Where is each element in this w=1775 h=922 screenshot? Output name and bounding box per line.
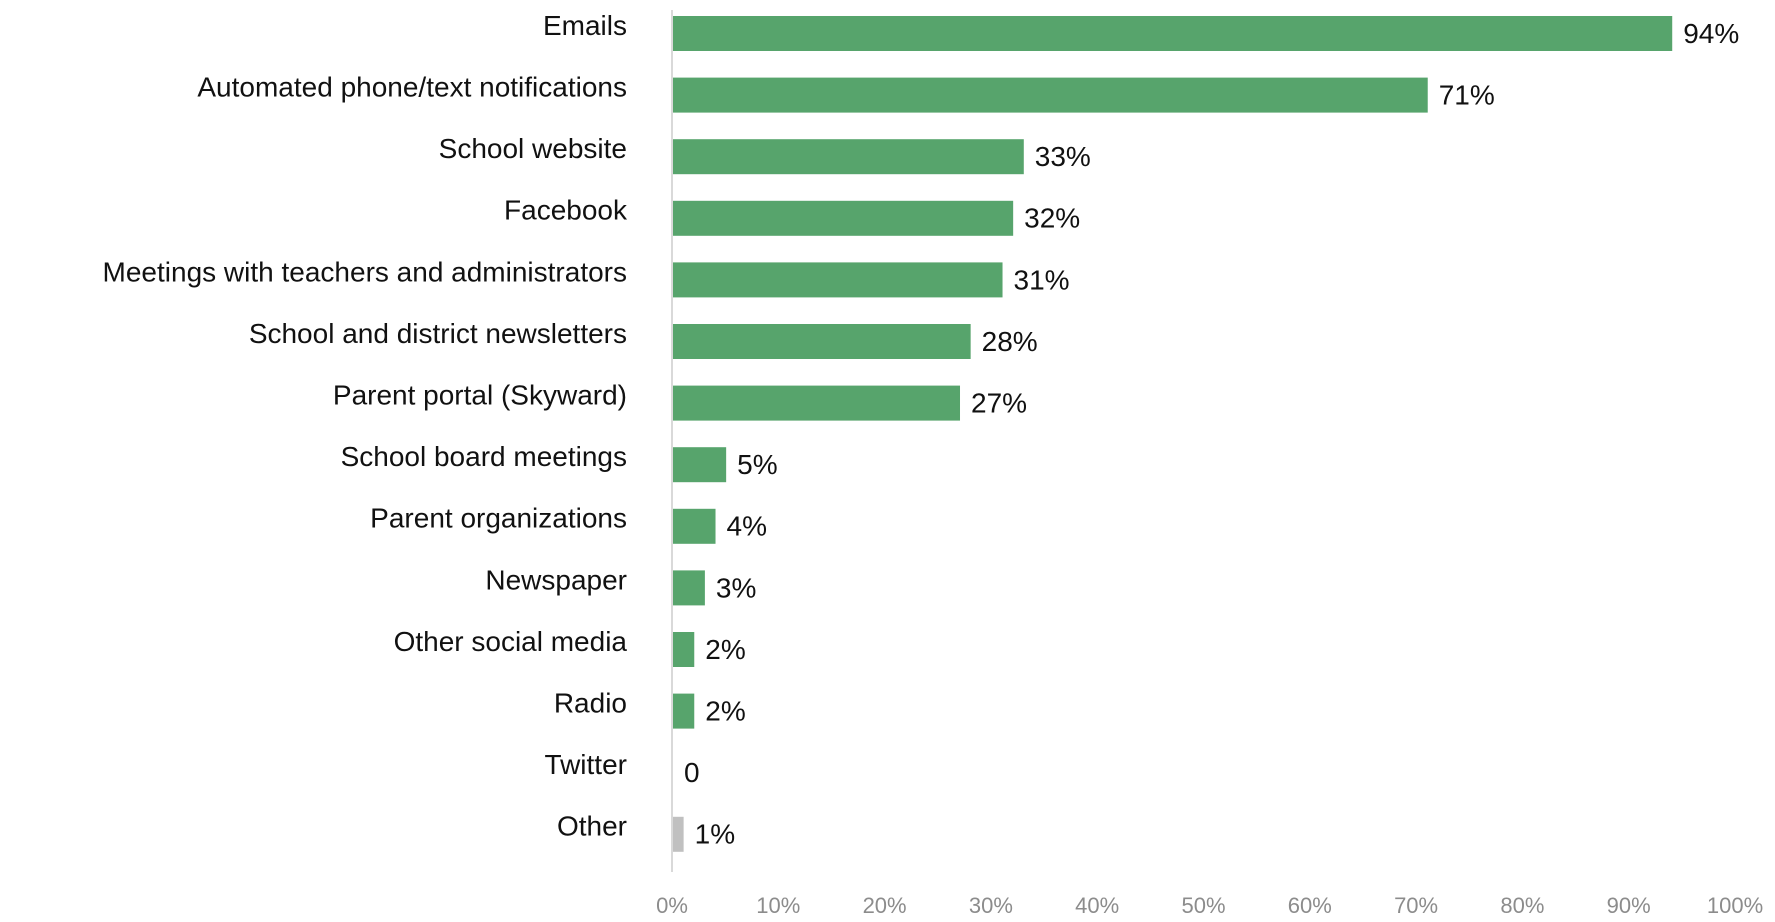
x-tick-label: 40% bbox=[1075, 893, 1119, 918]
category-label: Other social media bbox=[394, 626, 628, 657]
value-label: 28% bbox=[982, 326, 1038, 357]
x-tick-label: 80% bbox=[1500, 893, 1544, 918]
bar-10 bbox=[673, 632, 695, 667]
value-label: 5% bbox=[737, 449, 777, 480]
bar-9 bbox=[673, 570, 705, 606]
value-label: 2% bbox=[705, 634, 745, 665]
bar-5 bbox=[673, 324, 971, 359]
category-label: School board meetings bbox=[341, 441, 627, 472]
category-label: Newspaper bbox=[485, 564, 627, 595]
category-label: Parent portal (Skyward) bbox=[333, 379, 627, 410]
value-label: 4% bbox=[727, 511, 767, 542]
value-label: 27% bbox=[971, 387, 1027, 418]
category-label: Parent organizations bbox=[370, 503, 627, 534]
value-label: 3% bbox=[716, 572, 756, 603]
value-label: 2% bbox=[705, 695, 745, 726]
x-tick-label: 30% bbox=[969, 893, 1013, 918]
bar-8 bbox=[673, 508, 716, 544]
bar-11 bbox=[673, 693, 695, 729]
value-label: 33% bbox=[1035, 141, 1091, 172]
x-tick-label: 10% bbox=[756, 893, 800, 918]
category-label: Radio bbox=[554, 687, 627, 718]
category-label: Automated phone/text notifications bbox=[197, 71, 627, 102]
value-labels: 94%71%33%32%31%28%27%5%4%3%2%2%01% bbox=[684, 18, 1739, 850]
category-label: School and district newsletters bbox=[249, 318, 627, 349]
x-tick-label: 90% bbox=[1607, 893, 1651, 918]
x-tick-label: 20% bbox=[863, 893, 907, 918]
x-tick-label: 70% bbox=[1394, 893, 1438, 918]
bar-0 bbox=[673, 16, 1673, 51]
category-labels: Emails Automated phone/text notifications… bbox=[103, 10, 628, 842]
bars-group bbox=[673, 16, 1673, 852]
value-label: 71% bbox=[1439, 79, 1495, 110]
value-label: 31% bbox=[1014, 264, 1070, 295]
x-axis-ticks: 0% 10% 20% 30% 40% 50% 60% 70% 80% 90% 100% bbox=[656, 893, 1763, 918]
bar-4 bbox=[673, 262, 1003, 298]
bar-6 bbox=[673, 385, 961, 421]
x-tick-label: 50% bbox=[1181, 893, 1225, 918]
category-label: Twitter bbox=[545, 749, 627, 780]
category-label: Facebook bbox=[504, 195, 628, 226]
bar-1 bbox=[673, 77, 1428, 113]
bar-3 bbox=[673, 200, 1014, 236]
value-label: 0 bbox=[684, 757, 700, 788]
x-tick-label: 60% bbox=[1288, 893, 1332, 918]
bar-2 bbox=[673, 139, 1024, 175]
value-label: 1% bbox=[695, 819, 735, 850]
bar-13 bbox=[673, 816, 684, 852]
value-label: 32% bbox=[1024, 203, 1080, 234]
category-label: Other bbox=[557, 811, 627, 842]
category-label: School website bbox=[439, 133, 627, 164]
x-tick-label: 0% bbox=[656, 893, 688, 918]
category-label: Emails bbox=[543, 10, 627, 41]
x-tick-label: 100% bbox=[1707, 893, 1763, 918]
value-label: 94% bbox=[1683, 18, 1739, 49]
category-label: Meetings with teachers and administrator… bbox=[103, 256, 627, 287]
bar-7 bbox=[673, 447, 727, 483]
